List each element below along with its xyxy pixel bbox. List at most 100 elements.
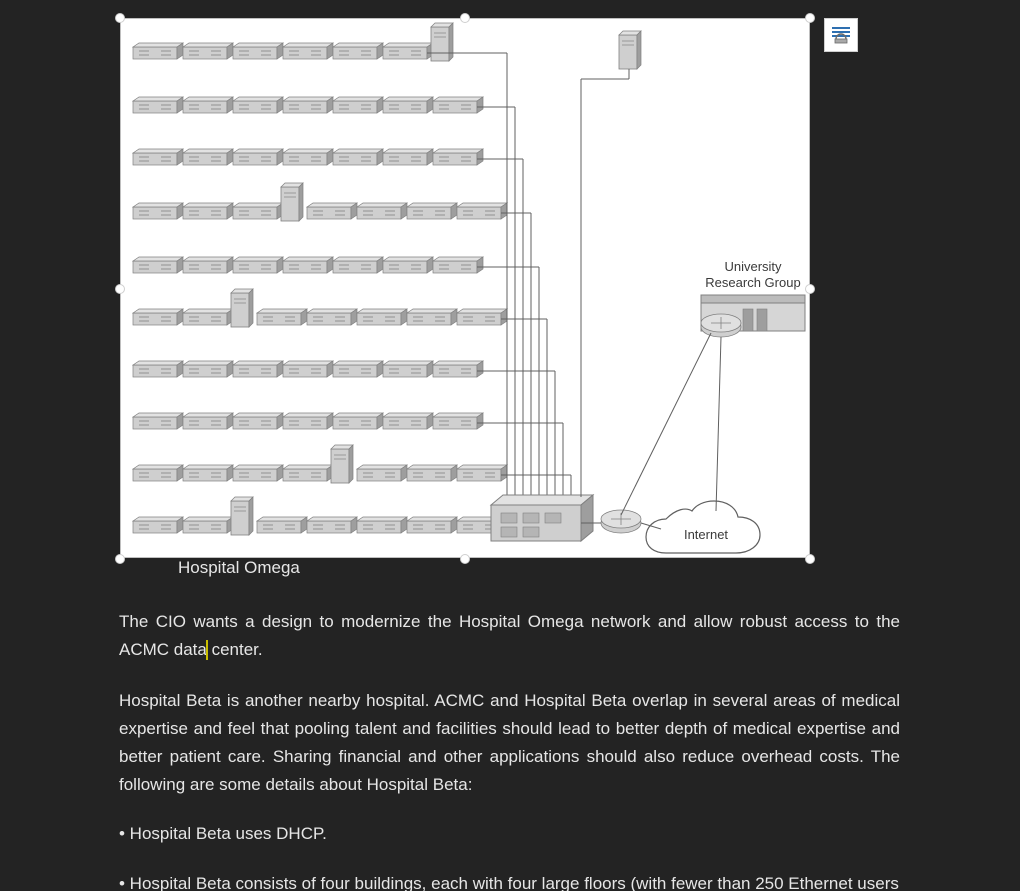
switch-icon <box>283 361 333 377</box>
switch-icon <box>257 517 307 533</box>
switch-icon <box>283 97 333 113</box>
switch-icon <box>333 361 383 377</box>
switch-icon <box>283 257 333 273</box>
switch-icon <box>283 149 333 165</box>
switch-icon <box>233 43 283 59</box>
network-diagram-image[interactable]: Internet University Research Group <box>120 18 810 558</box>
switch-icon <box>233 149 283 165</box>
switch-icon <box>133 309 183 325</box>
layout-options-button[interactable] <box>824 18 858 52</box>
body-paragraph-2[interactable]: Hospital Beta is another nearby hospital… <box>119 687 900 799</box>
selection-handle[interactable] <box>115 13 125 23</box>
selection-handle[interactable] <box>460 554 470 564</box>
switch-icon <box>233 257 283 273</box>
switch-icon <box>283 43 333 59</box>
switch-icon <box>383 361 433 377</box>
core-switch-icon <box>491 495 593 541</box>
switch-icon <box>407 309 457 325</box>
switch-icon <box>183 361 233 377</box>
switch-icon <box>307 203 357 219</box>
switch-icon <box>333 43 383 59</box>
switch-icon <box>357 203 407 219</box>
bullet-2[interactable]: • Hospital Beta consists of four buildin… <box>119 870 900 891</box>
selection-handle[interactable] <box>115 554 125 564</box>
switch-icon <box>233 97 283 113</box>
layout-options-icon <box>830 25 852 45</box>
switch-icon <box>433 413 483 429</box>
switch-icon <box>407 203 457 219</box>
switch-icon <box>383 257 433 273</box>
diagram-svg: Internet University Research Group <box>121 19 811 559</box>
selection-handle[interactable] <box>805 554 815 564</box>
switch-icon <box>183 465 233 481</box>
switch-icon <box>183 413 233 429</box>
switch-icon <box>133 203 183 219</box>
switch-icon <box>457 203 507 219</box>
switch-icon <box>183 149 233 165</box>
server-tower-icon <box>431 23 453 61</box>
switch-icon <box>457 465 507 481</box>
switch-icon <box>357 517 407 533</box>
switch-icon <box>183 203 233 219</box>
switch-icon <box>433 97 483 113</box>
switch-icon <box>433 361 483 377</box>
switch-icon <box>307 517 357 533</box>
switch-icon <box>183 97 233 113</box>
switch-icon <box>257 309 307 325</box>
switch-icon <box>133 43 183 59</box>
switch-icon <box>357 465 407 481</box>
switch-icon <box>183 257 233 273</box>
slide-canvas[interactable]: Internet University Research Group <box>0 0 1020 891</box>
switch-icon <box>133 257 183 273</box>
internet-cloud-icon: Internet <box>646 501 760 553</box>
switch-icon <box>283 465 333 481</box>
switch-icon <box>183 43 233 59</box>
switch-icon <box>133 97 183 113</box>
selection-handle[interactable] <box>115 284 125 294</box>
switch-icon <box>183 309 233 325</box>
server-tower-icon <box>331 445 353 483</box>
switch-icon <box>457 309 507 325</box>
selection-handle[interactable] <box>460 13 470 23</box>
switch-icon <box>333 413 383 429</box>
text-cursor <box>206 640 208 660</box>
switch-icon <box>407 517 457 533</box>
switch-icon <box>283 413 333 429</box>
switch-icon <box>133 149 183 165</box>
switch-icon <box>357 309 407 325</box>
switch-icon <box>407 465 457 481</box>
switch-icon <box>383 43 433 59</box>
switch-icon <box>233 361 283 377</box>
server-tower-icon <box>231 497 253 535</box>
switch-icon <box>133 361 183 377</box>
server-tower-icon <box>281 183 303 221</box>
switch-icon <box>433 257 483 273</box>
switch-icon <box>383 413 433 429</box>
switch-icon <box>333 257 383 273</box>
body-paragraph-1[interactable]: The CIO wants a design to modernize the … <box>119 608 900 664</box>
switch-icon <box>183 517 233 533</box>
switch-icon <box>133 413 183 429</box>
switch-icon <box>133 465 183 481</box>
switch-icon <box>333 149 383 165</box>
switch-icon <box>133 517 183 533</box>
university-router-icon <box>701 314 741 337</box>
switch-icon <box>233 465 283 481</box>
switch-icon <box>233 203 283 219</box>
selection-handle[interactable] <box>805 13 815 23</box>
figure-caption[interactable]: Hospital Omega <box>178 558 300 578</box>
server-tower-icon <box>231 289 253 327</box>
bullet-1[interactable]: • Hospital Beta uses DHCP. <box>119 820 900 848</box>
edge-router-icon <box>601 510 641 533</box>
selection-handle[interactable] <box>805 284 815 294</box>
switch-icon <box>333 97 383 113</box>
server-icon <box>619 31 641 69</box>
switch-icon <box>433 149 483 165</box>
university-label-line2: Research Group <box>705 275 800 290</box>
switch-icon <box>383 149 433 165</box>
university-label-line1: University <box>724 259 782 274</box>
switch-icon <box>307 309 357 325</box>
switch-icon <box>233 413 283 429</box>
switch-icon <box>383 97 433 113</box>
internet-label: Internet <box>684 527 728 542</box>
